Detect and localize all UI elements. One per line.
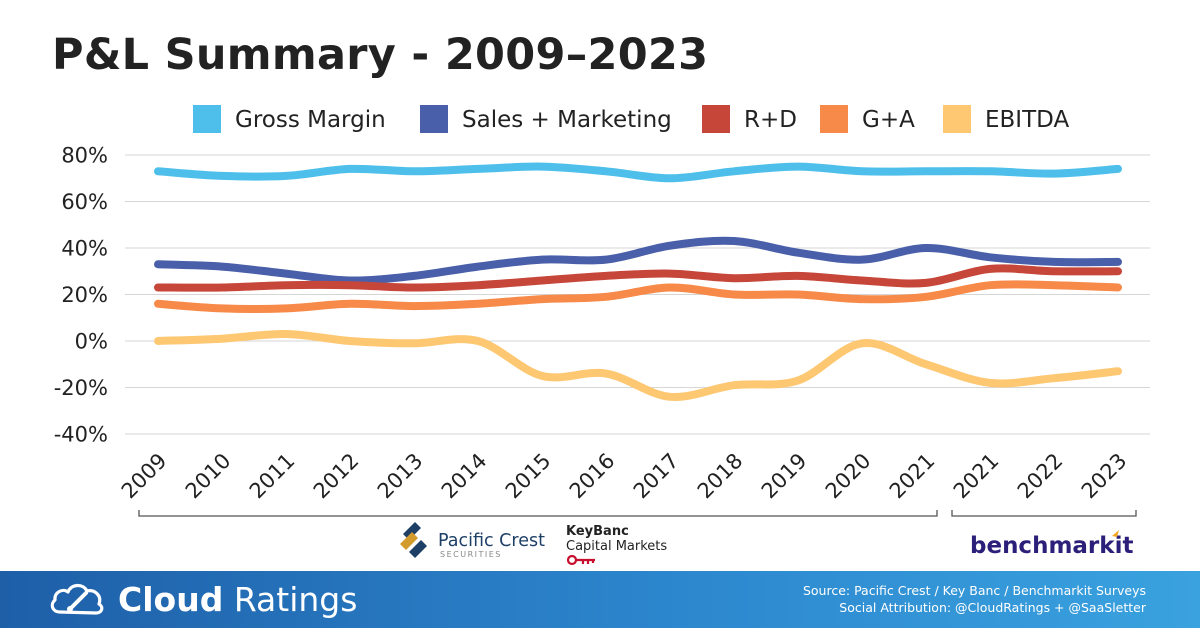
x-tick-label: 2019 [757, 449, 812, 504]
pacific-crest-name: Pacific Crest [438, 531, 545, 551]
legend-label-g-a: G+A [862, 107, 915, 133]
x-tick-label: 2022 [1013, 449, 1068, 504]
source-note: Source: Pacific Crest / Key Banc / Bench… [802, 583, 1146, 598]
x-tick-label: 2023 [1077, 449, 1132, 504]
bracket-2021-2023 [951, 510, 1137, 517]
line-chart: Gross Margin Sales + Marketing R+D G+A EBITD… [54, 105, 1150, 566]
y-tick-label: 60% [61, 190, 108, 214]
series-line-r-d [154, 264, 1122, 292]
attribution-note: Social Attribution: @CloudRatings + @Saa… [839, 600, 1146, 615]
x-tick-label: 2020 [821, 449, 876, 504]
cloud-ratings-brand: Cloud Ratings [48, 579, 357, 619]
y-tick-label: 20% [61, 283, 108, 307]
x-tick-label: 2014 [437, 449, 492, 504]
key-icon [566, 554, 595, 566]
x-tick-label: 2009 [117, 449, 172, 504]
footer-banner: Cloud Ratings Source: Pacific Crest / Ke… [0, 571, 1200, 628]
keybanc-subname: Capital Markets [566, 539, 667, 554]
x-tick-label: 2021 [885, 449, 940, 504]
legend-label-gross-margin: Gross Margin [235, 107, 386, 133]
x-axis: 2009 2010 2011 2012 2013 2014 2015 2016 2017 2018… [117, 449, 1132, 504]
keybanc-logo: KeyBanc Capital Markets [566, 524, 667, 566]
brand-name-bold: Cloud [118, 579, 224, 619]
series-line-sales-marketing [154, 236, 1122, 285]
legend-swatch-sales-marketing [420, 105, 448, 133]
legend-label-sales-marketing: Sales + Marketing [462, 107, 672, 133]
brand-name-light: Ratings [233, 579, 358, 619]
y-axis: 80% 60% 40% 20% 0% -20% -40% [54, 144, 108, 447]
x-tick-label: 2015 [501, 449, 556, 504]
x-tick-label: 2011 [245, 449, 300, 504]
y-tick-label: -20% [54, 376, 108, 400]
benchmarkit-accent-icon [1112, 530, 1119, 537]
x-tick-label: 2021 [949, 449, 1004, 504]
series-line-g-a [154, 280, 1122, 313]
x-tick-label: 2018 [693, 449, 748, 504]
legend-label-ebitda: EBITDA [985, 107, 1069, 133]
chart-title: P&L Summary - 2009–2023 [52, 30, 709, 80]
chart-series [154, 162, 1122, 401]
brand-name: Cloud Ratings [118, 580, 357, 619]
benchmarkit-logo: benchmarkit [970, 530, 1133, 559]
legend-swatch-gross-margin [193, 105, 221, 133]
pacific-crest-logo: Pacific Crest SECURITIES [400, 522, 545, 559]
chart-legend: Gross Margin Sales + Marketing R+D G+A EBITD… [193, 105, 1069, 133]
y-tick-label: 0% [75, 330, 108, 354]
y-tick-label: -40% [54, 423, 108, 447]
cloud-gauge-icon [50, 583, 104, 615]
y-tick-label: 80% [61, 144, 108, 168]
survey-period-brackets [138, 510, 1137, 517]
footer-notes: Source: Pacific Crest / Key Banc / Bench… [803, 582, 1146, 616]
y-tick-label: 40% [61, 237, 108, 261]
benchmarkit-name: benchmarkit [970, 533, 1133, 559]
series-line-gross-margin [154, 162, 1122, 183]
legend-label-r-d: R+D [744, 107, 797, 133]
pacific-crest-sub: SECURITIES [440, 550, 502, 559]
x-tick-label: 2017 [629, 449, 684, 504]
legend-swatch-ebitda [943, 105, 971, 133]
keybanc-name: KeyBanc [566, 524, 629, 539]
legend-swatch-r-d [702, 105, 730, 133]
x-tick-label: 2010 [181, 449, 236, 504]
x-tick-label: 2016 [565, 449, 620, 504]
series-line-ebitda [154, 329, 1122, 401]
x-tick-label: 2013 [373, 449, 428, 504]
legend-swatch-g-a [820, 105, 848, 133]
x-tick-label: 2012 [309, 449, 364, 504]
bracket-2009-2021 [138, 510, 938, 517]
